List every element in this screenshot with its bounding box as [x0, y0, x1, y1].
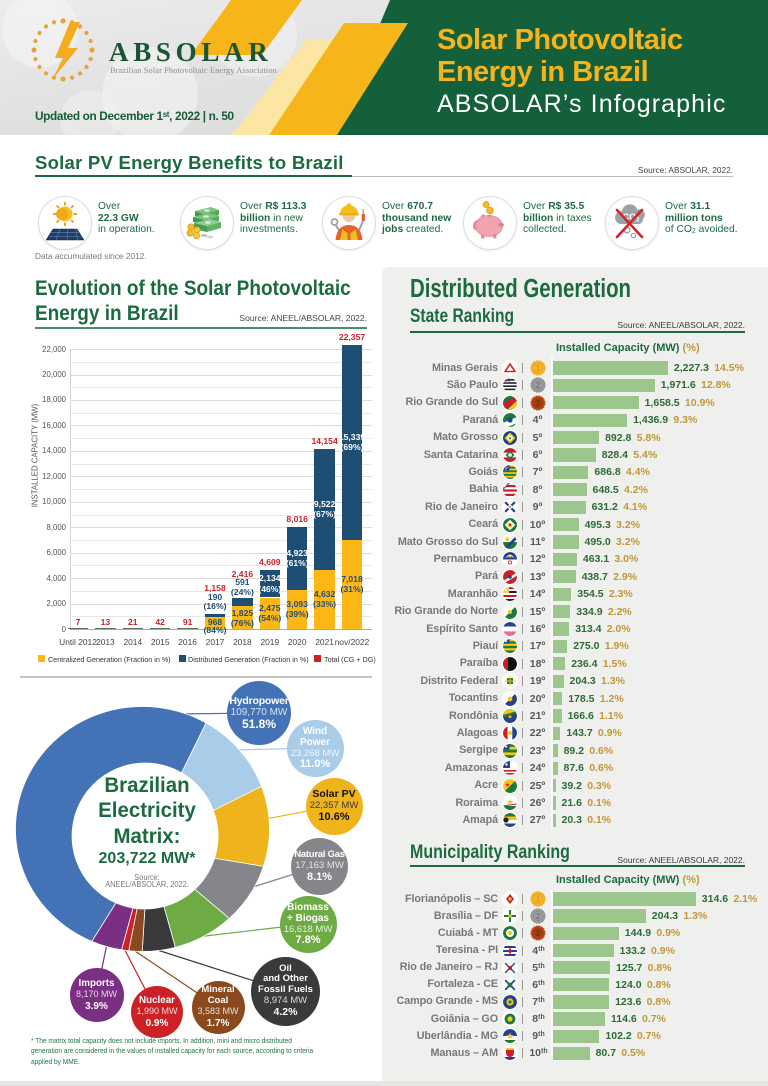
svg-text:2: 2 — [535, 381, 540, 391]
svg-text:3: 3 — [535, 399, 540, 408]
svg-text:1: 1 — [535, 894, 540, 904]
svg-text:2: 2 — [535, 911, 540, 921]
svg-text:3: 3 — [535, 929, 540, 938]
svg-text:1: 1 — [535, 363, 540, 373]
svg-text:CO2: CO2 — [623, 212, 641, 224]
